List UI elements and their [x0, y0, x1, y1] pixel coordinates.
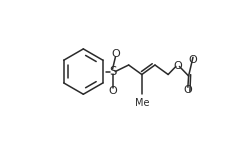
Text: O: O — [188, 55, 197, 65]
Text: O: O — [184, 85, 192, 95]
Text: O: O — [173, 61, 182, 72]
Text: Me: Me — [135, 98, 150, 108]
Text: S: S — [109, 65, 116, 78]
Text: O: O — [111, 49, 120, 59]
Text: O: O — [108, 86, 117, 96]
